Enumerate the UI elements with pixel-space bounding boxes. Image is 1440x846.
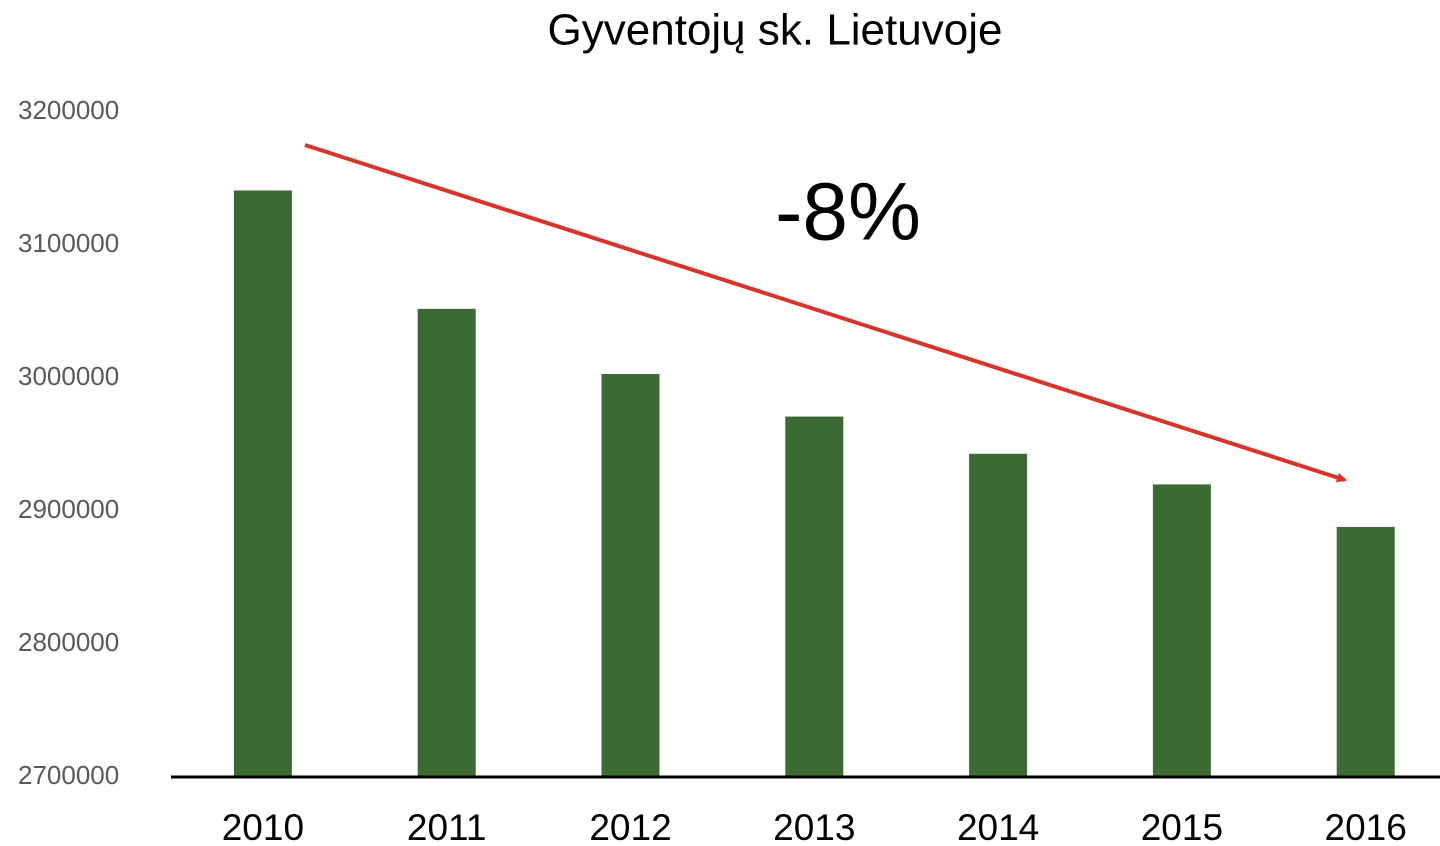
y-tick-label: 3100000 <box>18 228 119 258</box>
bar <box>417 308 476 777</box>
x-tick-label: 2016 <box>1325 807 1407 846</box>
y-tick-label: 2700000 <box>18 760 119 790</box>
chart-title: Gyventojų sk. Lietuvoje <box>548 6 1003 55</box>
bar <box>1336 526 1395 777</box>
y-tick-label: 3000000 <box>18 361 119 391</box>
bar <box>233 190 292 778</box>
x-tick-label: 2015 <box>1141 807 1223 846</box>
x-tick-label: 2012 <box>589 807 671 846</box>
x-tick-label: 2010 <box>222 807 304 846</box>
bar <box>969 453 1028 777</box>
trend-arrow <box>304 143 1347 483</box>
y-tick-label: 3200000 <box>18 95 119 125</box>
x-tick-label: 2014 <box>957 807 1039 846</box>
bar <box>1152 484 1211 777</box>
y-tick-label: 2800000 <box>18 627 119 657</box>
annotation: -8% <box>775 167 921 258</box>
bar <box>601 374 660 777</box>
x-tick-label: 2011 <box>407 807 487 846</box>
bar <box>785 416 844 777</box>
y-tick-label: 2900000 <box>18 494 119 524</box>
x-tick-label: 2013 <box>773 807 855 846</box>
